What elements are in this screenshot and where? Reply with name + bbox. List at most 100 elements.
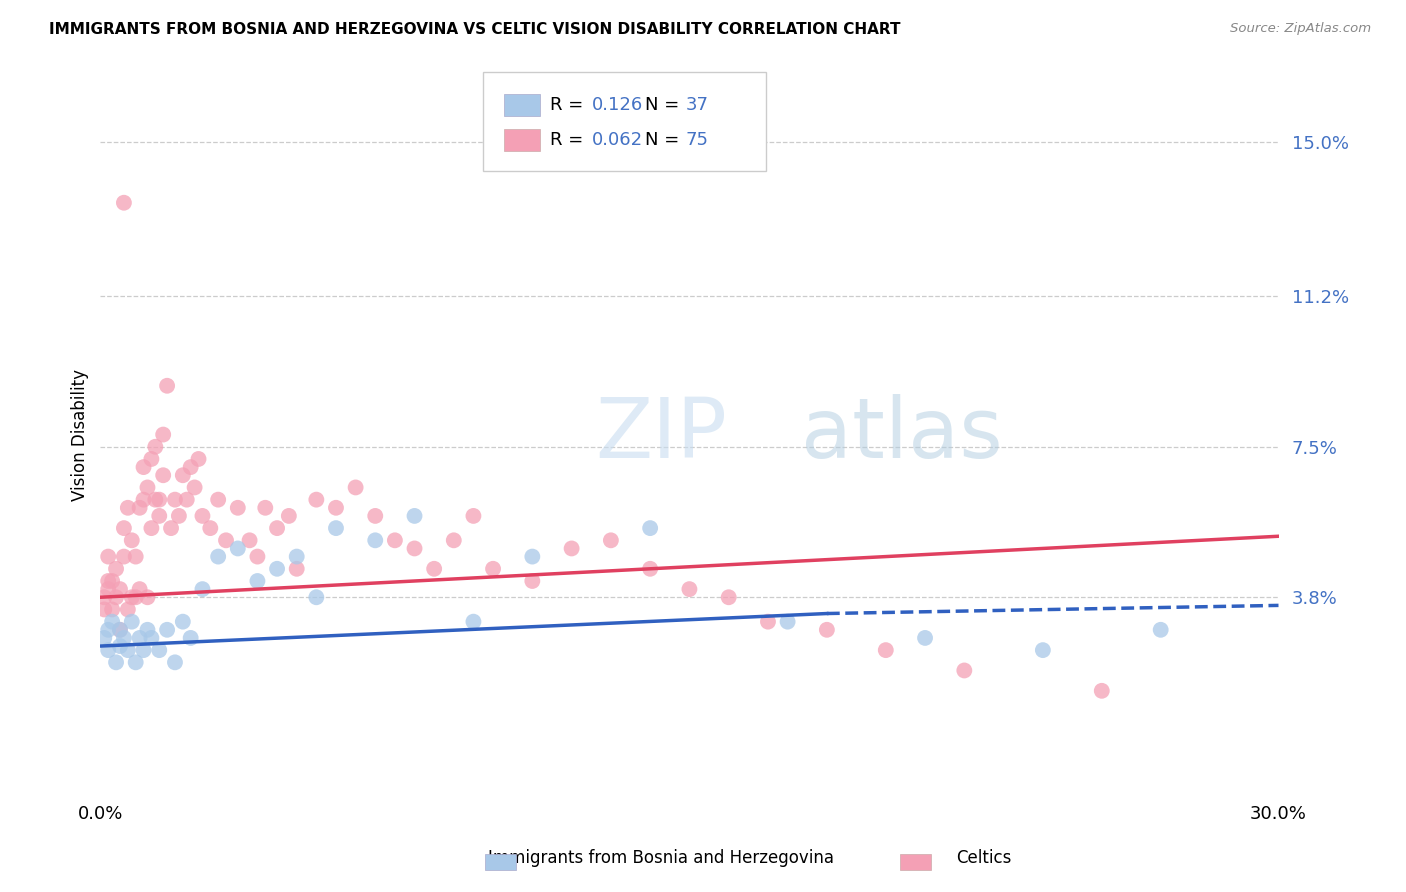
Point (344, 480, 367, 494)
Point (105, 591, 128, 605)
Point (325, 500, 347, 515)
FancyBboxPatch shape (505, 128, 540, 151)
Point (156, 623, 179, 637)
Point (776, 615, 799, 629)
Point (93, 602, 115, 616)
Point (463, 508, 485, 523)
Point (561, 541, 583, 556)
Point (285, 549, 308, 564)
Point (148, 643, 170, 657)
Point (167, 508, 190, 523)
Text: R =: R = (550, 96, 589, 114)
FancyBboxPatch shape (505, 95, 540, 116)
Point (226, 541, 249, 556)
Point (207, 549, 229, 564)
Point (97, 623, 120, 637)
Point (97, 582, 120, 596)
Point (125, 656, 148, 670)
Point (717, 591, 740, 605)
Point (215, 533, 238, 548)
Point (364, 508, 387, 523)
Point (266, 521, 288, 535)
Point (128, 500, 150, 515)
Point (143, 440, 166, 454)
Point (1091, 683, 1114, 698)
Point (156, 378, 179, 392)
Point (128, 631, 150, 645)
Point (163, 492, 186, 507)
Point (522, 574, 544, 588)
Point (141, 452, 163, 467)
Point (125, 591, 148, 605)
Point (254, 500, 277, 515)
Text: R =: R = (550, 130, 589, 149)
Point (148, 508, 170, 523)
Point (163, 656, 186, 670)
Point (97, 549, 120, 564)
Point (101, 615, 124, 629)
Point (246, 574, 269, 588)
Point (172, 615, 194, 629)
Point (108, 639, 131, 653)
Point (305, 591, 328, 605)
Point (152, 468, 174, 483)
Point (136, 591, 159, 605)
Point (108, 623, 131, 637)
Point (136, 623, 159, 637)
Point (638, 562, 661, 576)
Point (1150, 623, 1173, 637)
Point (172, 468, 194, 483)
Point (125, 549, 148, 564)
Point (93, 631, 115, 645)
Point (101, 602, 124, 616)
Point (112, 549, 135, 564)
Point (112, 631, 135, 645)
Point (132, 492, 155, 507)
Point (953, 664, 976, 678)
Text: N =: N = (645, 130, 685, 149)
Point (112, 521, 135, 535)
Point (187, 452, 209, 467)
Text: 0.062: 0.062 (592, 130, 643, 149)
Point (875, 643, 897, 657)
Point (105, 656, 128, 670)
Point (117, 500, 139, 515)
Point (108, 623, 131, 637)
Point (97, 643, 120, 657)
Point (756, 615, 779, 629)
Point (176, 492, 198, 507)
Point (105, 562, 128, 576)
Point (148, 492, 170, 507)
Point (183, 480, 205, 494)
Text: Celtics: Celtics (956, 849, 1012, 867)
Point (404, 541, 426, 556)
Text: 75: 75 (686, 130, 709, 149)
Point (384, 533, 406, 548)
Point (121, 533, 143, 548)
Text: 0.126: 0.126 (592, 96, 643, 114)
Point (132, 460, 155, 475)
Point (463, 615, 485, 629)
Point (599, 533, 621, 548)
Point (136, 480, 159, 494)
Point (191, 582, 214, 596)
Point (482, 562, 505, 576)
Text: Source: ZipAtlas.com: Source: ZipAtlas.com (1230, 22, 1371, 36)
Point (180, 631, 202, 645)
Point (132, 643, 155, 657)
Point (277, 508, 299, 523)
Point (143, 492, 166, 507)
Point (141, 521, 163, 535)
Point (121, 591, 143, 605)
Text: 37: 37 (686, 96, 709, 114)
Point (404, 508, 426, 523)
Point (191, 508, 214, 523)
Point (93, 591, 115, 605)
Point (443, 533, 465, 548)
Point (522, 549, 544, 564)
FancyBboxPatch shape (484, 72, 766, 171)
Point (678, 582, 700, 596)
Point (914, 631, 936, 645)
Point (117, 602, 139, 616)
Point (112, 195, 135, 210)
